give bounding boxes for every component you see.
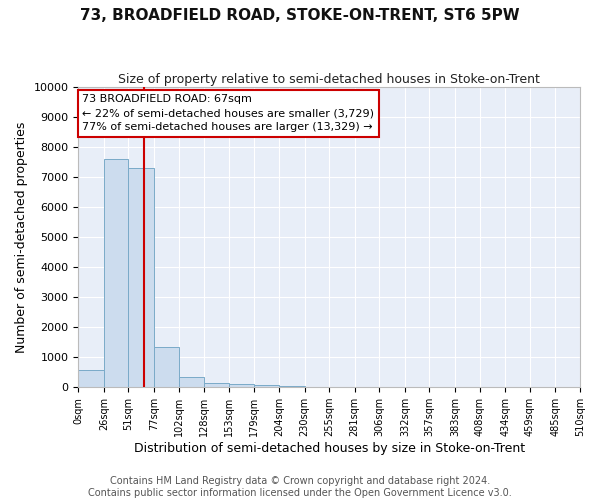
Bar <box>229 384 254 387</box>
Bar <box>254 385 279 387</box>
Bar <box>179 377 204 387</box>
Text: Contains HM Land Registry data © Crown copyright and database right 2024.
Contai: Contains HM Land Registry data © Crown c… <box>88 476 512 498</box>
Bar <box>104 159 128 387</box>
Bar <box>78 370 104 387</box>
Title: Size of property relative to semi-detached houses in Stoke-on-Trent: Size of property relative to semi-detach… <box>118 72 540 86</box>
Y-axis label: Number of semi-detached properties: Number of semi-detached properties <box>15 122 28 352</box>
Bar <box>279 386 305 387</box>
Bar <box>204 382 229 387</box>
Text: 73, BROADFIELD ROAD, STOKE-ON-TRENT, ST6 5PW: 73, BROADFIELD ROAD, STOKE-ON-TRENT, ST6… <box>80 8 520 22</box>
X-axis label: Distribution of semi-detached houses by size in Stoke-on-Trent: Distribution of semi-detached houses by … <box>134 442 525 455</box>
Text: 73 BROADFIELD ROAD: 67sqm
← 22% of semi-detached houses are smaller (3,729)
77% : 73 BROADFIELD ROAD: 67sqm ← 22% of semi-… <box>82 94 374 132</box>
Bar <box>154 347 179 387</box>
Bar <box>128 168 154 387</box>
